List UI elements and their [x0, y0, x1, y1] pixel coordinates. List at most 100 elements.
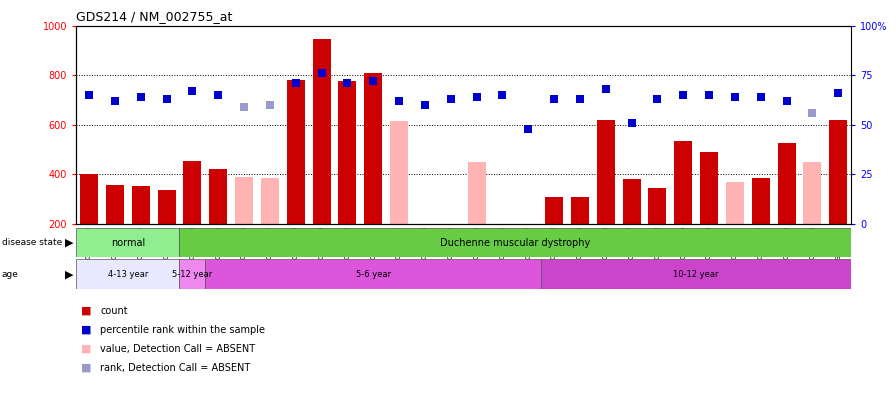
Bar: [364, 73, 383, 224]
Bar: [778, 143, 796, 224]
Text: ■: ■: [81, 325, 91, 335]
Bar: [313, 38, 331, 224]
Text: GSM4383: GSM4383: [551, 226, 557, 259]
Bar: [106, 185, 124, 224]
Bar: [184, 161, 202, 224]
Point: [263, 102, 277, 108]
Point: [521, 126, 536, 132]
Text: GSM4391: GSM4391: [732, 226, 738, 259]
Text: ■: ■: [81, 344, 91, 354]
Bar: [804, 162, 822, 224]
Bar: [597, 120, 615, 224]
Text: GSM4407: GSM4407: [267, 226, 273, 259]
Point: [108, 98, 122, 104]
Point: [159, 96, 174, 102]
Text: GSM4385: GSM4385: [577, 226, 583, 259]
Text: GSM4394: GSM4394: [809, 226, 815, 259]
Bar: [545, 196, 564, 224]
Text: GSM4408: GSM4408: [293, 226, 298, 259]
Text: GSM4409: GSM4409: [319, 226, 324, 259]
Point: [444, 96, 458, 102]
Point: [806, 110, 820, 116]
Point: [82, 92, 96, 98]
Text: GSM4410: GSM4410: [344, 226, 350, 259]
Text: GSM4417: GSM4417: [525, 226, 531, 259]
Text: GSM4400: GSM4400: [189, 226, 195, 259]
Text: rank, Detection Call = ABSENT: rank, Detection Call = ABSENT: [100, 363, 251, 373]
Point: [780, 98, 794, 104]
Point: [185, 88, 200, 94]
Bar: [649, 188, 667, 224]
Text: GSM4387: GSM4387: [629, 226, 634, 259]
Bar: [287, 80, 305, 224]
Text: disease state: disease state: [2, 238, 62, 247]
Point: [831, 90, 846, 96]
Text: ▶: ▶: [65, 269, 73, 279]
Point: [211, 92, 226, 98]
Text: normal: normal: [111, 238, 145, 248]
Text: 4-13 year: 4-13 year: [108, 270, 148, 279]
Text: Duchenne muscular dystrophy: Duchenne muscular dystrophy: [440, 238, 590, 248]
Bar: [80, 174, 99, 224]
Text: GDS214 / NM_002755_at: GDS214 / NM_002755_at: [76, 10, 233, 23]
Point: [650, 96, 665, 102]
Bar: [179, 228, 851, 257]
Bar: [76, 259, 179, 289]
Bar: [205, 259, 541, 289]
Point: [599, 86, 613, 92]
Text: ▶: ▶: [65, 238, 73, 248]
Text: GSM4390: GSM4390: [706, 226, 712, 259]
Text: GSM4393: GSM4393: [784, 226, 789, 259]
Bar: [339, 82, 357, 224]
Bar: [700, 152, 719, 224]
Text: GSM4230: GSM4230: [86, 226, 92, 259]
Bar: [132, 186, 150, 224]
Text: GSM4241: GSM4241: [164, 226, 169, 259]
Bar: [752, 178, 770, 224]
Point: [418, 102, 432, 108]
Text: GSM4414: GSM4414: [448, 226, 453, 259]
Bar: [235, 177, 254, 224]
Bar: [179, 259, 205, 289]
Point: [547, 96, 561, 102]
Point: [573, 96, 587, 102]
Point: [366, 78, 381, 84]
Bar: [623, 179, 641, 224]
Text: GSM48537: GSM48537: [835, 226, 841, 264]
Point: [728, 94, 742, 100]
Point: [134, 94, 148, 100]
Text: GSM4231: GSM4231: [112, 226, 118, 259]
Text: GSM4388: GSM4388: [654, 226, 660, 259]
Bar: [76, 228, 179, 257]
Point: [392, 98, 406, 104]
Text: GSM4412: GSM4412: [396, 226, 402, 259]
Text: GSM4405: GSM4405: [215, 226, 221, 259]
Bar: [541, 259, 851, 289]
Text: 5-12 year: 5-12 year: [172, 270, 212, 279]
Bar: [571, 197, 589, 224]
Text: GSM4411: GSM4411: [370, 226, 376, 259]
Point: [495, 92, 510, 98]
Text: count: count: [100, 306, 128, 316]
Text: GSM4389: GSM4389: [680, 226, 686, 259]
Point: [625, 120, 639, 126]
Bar: [390, 121, 409, 224]
Text: GSM4392: GSM4392: [758, 226, 763, 259]
Text: value, Detection Call = ABSENT: value, Detection Call = ABSENT: [100, 344, 255, 354]
Point: [340, 80, 355, 86]
Text: GSM4413: GSM4413: [422, 226, 428, 259]
Point: [470, 94, 484, 100]
Point: [754, 94, 768, 100]
Bar: [158, 190, 176, 224]
Bar: [674, 141, 693, 224]
Point: [676, 92, 691, 98]
Bar: [209, 169, 228, 224]
Text: GSM4406: GSM4406: [241, 226, 247, 259]
Point: [289, 80, 303, 86]
Bar: [261, 178, 279, 224]
Bar: [726, 182, 744, 224]
Text: 10-12 year: 10-12 year: [674, 270, 719, 279]
Text: percentile rank within the sample: percentile rank within the sample: [100, 325, 265, 335]
Text: GSM4236: GSM4236: [138, 226, 143, 259]
Text: GSM4415: GSM4415: [474, 226, 479, 259]
